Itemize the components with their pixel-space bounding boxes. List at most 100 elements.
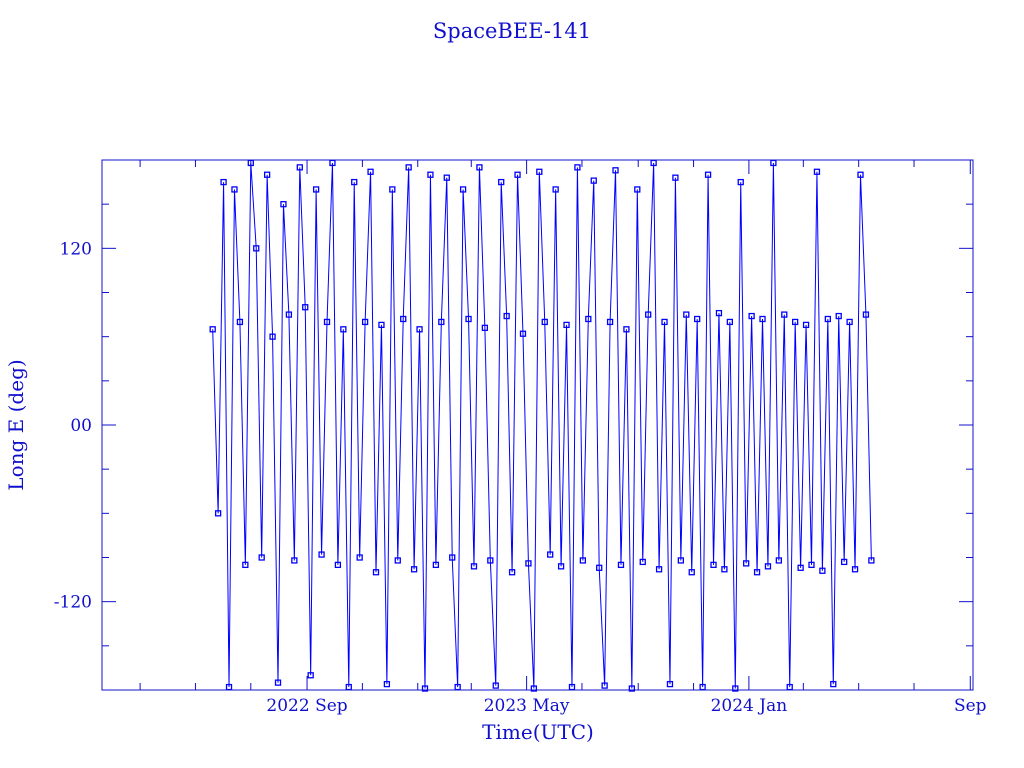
data-point (704, 171, 712, 178)
x-axis-label: Time(UTC) (482, 720, 594, 744)
data-point (868, 557, 875, 564)
x-tick-label: 2024 Jan (711, 696, 788, 716)
data-point (634, 186, 641, 193)
data-point (465, 315, 472, 323)
data-point (824, 315, 831, 323)
data-point (274, 679, 282, 686)
data-point (737, 178, 744, 186)
data-point (574, 164, 581, 171)
data-point (748, 312, 755, 320)
y-axis-label: Long E (deg) (4, 359, 28, 490)
data-point (459, 186, 467, 193)
data-point (389, 186, 396, 193)
data-point (552, 186, 559, 193)
data-point (732, 685, 739, 692)
data-point (683, 311, 690, 318)
axis-ticks (102, 160, 973, 690)
data-point (263, 171, 271, 178)
data-point (612, 167, 619, 174)
data-point (536, 168, 543, 175)
data-point (688, 569, 695, 576)
data-point (590, 177, 597, 184)
data-point (841, 558, 848, 566)
data-point (361, 318, 369, 326)
data-point (367, 168, 374, 175)
data-point (672, 174, 679, 181)
tick-labels: 2022 Sep 2023 May 2024 Jan Sep 120 00 -1… (54, 239, 987, 716)
data-point (416, 326, 423, 333)
data-point (302, 304, 309, 311)
data-point (410, 566, 418, 573)
data-point (585, 315, 592, 323)
data-point (808, 561, 815, 569)
data-point (334, 561, 342, 569)
data-point (743, 560, 750, 567)
data-point (209, 326, 216, 333)
data-point (579, 557, 587, 564)
data-point (498, 178, 505, 186)
data-point (857, 171, 864, 178)
data-point (819, 567, 826, 574)
data-point (813, 168, 821, 175)
data-point (323, 318, 331, 326)
data-point (617, 561, 625, 569)
data-point (291, 557, 298, 564)
data-point (835, 312, 842, 320)
data-point (231, 186, 238, 193)
data-point (851, 566, 859, 573)
data-point (655, 566, 663, 573)
data-point (503, 312, 510, 320)
data-point (862, 311, 870, 318)
series-line (212, 162, 872, 689)
data-point (449, 554, 456, 561)
data-point (557, 563, 565, 570)
data-point (481, 324, 489, 331)
data-point (296, 164, 303, 171)
data-point (623, 326, 630, 333)
data-point (508, 569, 516, 576)
data-point (639, 558, 646, 566)
data-point (405, 164, 412, 171)
data-point (432, 561, 440, 569)
data-point (775, 557, 782, 564)
data-layer (209, 159, 875, 692)
data-point (378, 321, 385, 329)
data-point (394, 557, 401, 564)
data-point (443, 174, 450, 181)
data-point (677, 557, 685, 564)
data-point (830, 680, 837, 688)
y-tick-label: -120 (54, 593, 92, 613)
data-point (661, 318, 668, 326)
data-point (492, 682, 499, 689)
data-point (666, 680, 674, 688)
data-point (596, 564, 603, 571)
data-point (356, 554, 363, 561)
data-point (427, 171, 434, 178)
data-point (525, 560, 532, 567)
data-point (312, 186, 320, 193)
data-point (242, 561, 249, 569)
plot-frame (101, 159, 974, 691)
data-point (628, 685, 636, 692)
data-point (792, 318, 799, 326)
data-point (781, 311, 788, 318)
chart-title: SpaceBEE-141 (433, 19, 591, 43)
data-point (438, 318, 445, 326)
data-point (753, 569, 761, 576)
data-point (487, 557, 494, 564)
data-point (340, 326, 347, 333)
data-point (519, 330, 527, 337)
data-point (280, 201, 287, 208)
data-point (258, 554, 265, 561)
data-point (645, 311, 652, 318)
data-point (721, 566, 728, 573)
data-point (236, 318, 244, 326)
data-point (383, 680, 391, 688)
data-point (694, 315, 701, 323)
data-point (547, 551, 554, 558)
y-tick-label: 00 (70, 416, 92, 436)
data-point (802, 321, 810, 329)
data-point (710, 561, 717, 569)
data-point (530, 685, 538, 692)
data-point (421, 685, 429, 692)
